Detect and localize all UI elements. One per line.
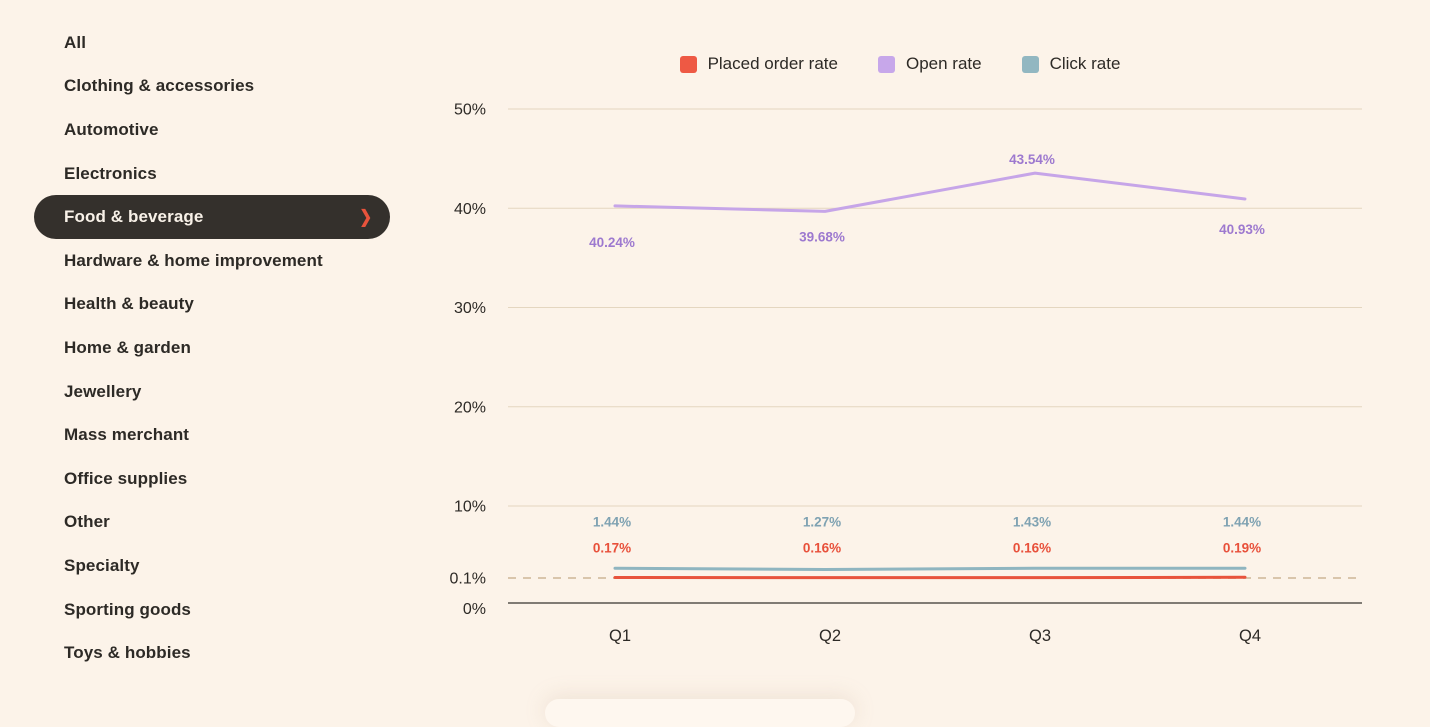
data-label-open-rate: 43.54% (1009, 152, 1055, 167)
x-tick-label: Q3 (1029, 627, 1051, 645)
data-label-open-rate: 40.93% (1219, 222, 1265, 237)
data-label-click-rate: 1.43% (1013, 515, 1051, 530)
series-line-open-rate (615, 173, 1245, 211)
series-line-click-rate (615, 568, 1245, 569)
y-tick-label: 30% (454, 300, 486, 317)
data-label-placed-order-rate: 0.16% (803, 541, 841, 556)
data-label-open-rate: 40.24% (589, 235, 635, 250)
bottom-card-peek (545, 699, 855, 727)
y-tick-label: 0.1% (450, 571, 486, 588)
x-tick-label: Q4 (1239, 627, 1261, 645)
y-tick-label: 0% (463, 601, 486, 618)
data-label-click-rate: 1.44% (593, 515, 631, 530)
data-label-placed-order-rate: 0.16% (1013, 541, 1051, 556)
x-tick-label: Q1 (609, 627, 631, 645)
x-tick-label: Q2 (819, 627, 841, 645)
data-label-placed-order-rate: 0.17% (593, 541, 631, 556)
data-label-open-rate: 39.68% (799, 229, 845, 244)
data-label-click-rate: 1.44% (1223, 515, 1261, 530)
data-label-click-rate: 1.27% (803, 515, 841, 530)
y-tick-label: 50% (454, 102, 486, 119)
y-tick-label: 20% (454, 399, 486, 416)
data-label-placed-order-rate: 0.19% (1223, 541, 1261, 556)
y-tick-label: 40% (454, 201, 486, 218)
y-tick-label: 10% (454, 499, 486, 516)
